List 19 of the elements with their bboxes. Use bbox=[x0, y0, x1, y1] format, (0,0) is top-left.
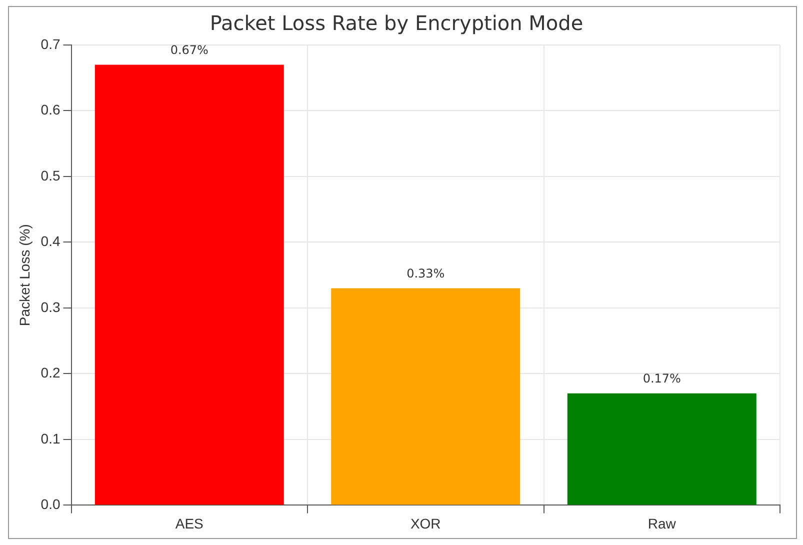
bar bbox=[94, 64, 284, 505]
y-tick-label: 0.7 bbox=[40, 36, 60, 52]
data-label: 0.33% bbox=[406, 266, 445, 280]
x-tick-label: Raw bbox=[648, 515, 677, 532]
y-tick-label: 0.1 bbox=[40, 430, 60, 446]
y-tick-label: 0.0 bbox=[40, 496, 60, 512]
bar bbox=[567, 393, 756, 505]
y-axis-title: Packet Loss (%) bbox=[16, 224, 32, 326]
data-label: 0.67% bbox=[170, 42, 208, 57]
y-tick-label: 0.5 bbox=[40, 167, 60, 184]
bar bbox=[331, 288, 520, 505]
y-tick-label: 0.3 bbox=[40, 298, 60, 315]
y-tick-label: 0.4 bbox=[40, 233, 60, 250]
x-tick-label: XOR bbox=[410, 515, 441, 532]
y-tick-label: 0.6 bbox=[40, 102, 60, 118]
chart-title: Packet Loss Rate by Encryption Mode bbox=[210, 11, 584, 36]
data-label: 0.17% bbox=[642, 372, 681, 386]
y-tick-label: 0.2 bbox=[40, 364, 60, 381]
x-tick-label: AES bbox=[175, 515, 204, 532]
